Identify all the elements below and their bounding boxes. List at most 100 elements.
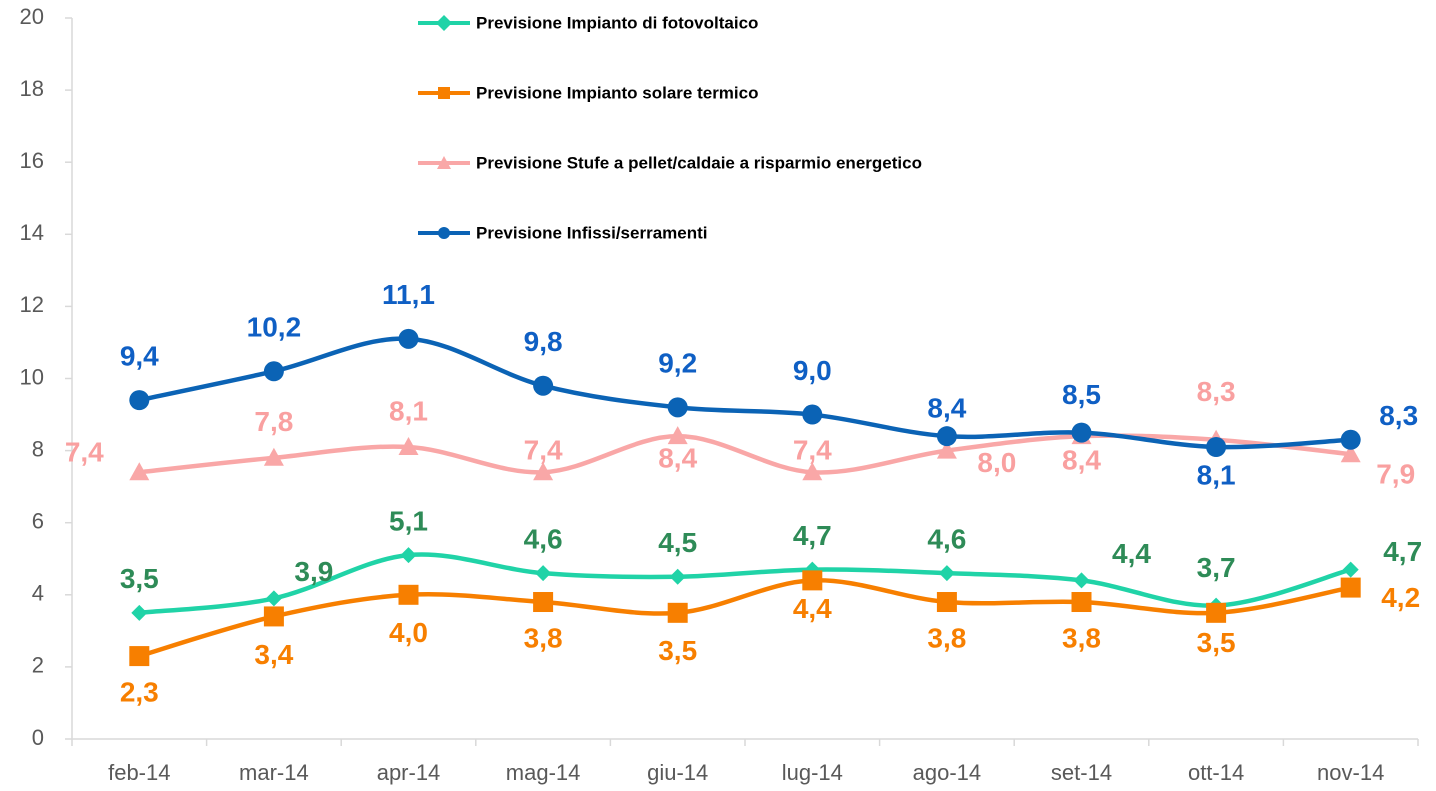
marker <box>131 604 148 621</box>
series <box>129 328 1361 457</box>
legend-marker <box>438 87 450 99</box>
x-tick-label: nov-14 <box>1317 760 1384 785</box>
y-tick-label: 0 <box>32 725 44 750</box>
data-label: 4,0 <box>389 617 428 648</box>
data-label: 4,5 <box>658 527 697 558</box>
data-label: 5,1 <box>389 506 428 537</box>
data-label: 8,5 <box>1062 379 1101 410</box>
marker <box>667 602 688 623</box>
data-label: 4,7 <box>793 520 832 551</box>
x-tick-label: apr-14 <box>377 760 441 785</box>
data-label: 4,6 <box>524 524 563 555</box>
marker <box>1340 444 1361 463</box>
y-tick-label: 8 <box>32 436 44 461</box>
data-label: 3,7 <box>1197 552 1236 583</box>
data-label: 4,6 <box>927 524 966 555</box>
marker <box>669 568 686 585</box>
data-label: 8,1 <box>389 395 428 426</box>
data-label: 4,2 <box>1381 582 1420 613</box>
marker <box>263 361 284 382</box>
marker <box>936 426 957 447</box>
data-label: 3,5 <box>658 635 697 666</box>
data-label: 10,2 <box>247 312 302 343</box>
x-tick-label: lug-14 <box>782 760 843 785</box>
data-label: 8,3 <box>1379 400 1418 431</box>
marker <box>1342 561 1359 578</box>
x-tick-label: mar-14 <box>239 760 309 785</box>
y-tick-label: 6 <box>32 509 44 534</box>
data-label: 8,4 <box>927 393 966 424</box>
marker <box>1340 429 1361 450</box>
marker <box>129 646 150 667</box>
marker <box>938 565 955 582</box>
data-label: 3,8 <box>524 622 563 653</box>
marker <box>936 440 957 459</box>
data-label: 8,1 <box>1197 459 1236 490</box>
x-tick-label: ott-14 <box>1188 760 1244 785</box>
data-label: 3,8 <box>927 622 966 653</box>
marker <box>398 584 419 605</box>
legend-marker <box>437 156 451 169</box>
data-label: 3,8 <box>1062 622 1101 653</box>
data-label: 4,7 <box>1383 536 1422 567</box>
legend-label: Previsione Impianto solare termico <box>476 83 758 102</box>
marker <box>533 375 554 396</box>
y-tick-label: 2 <box>32 653 44 678</box>
marker <box>667 426 688 445</box>
marker <box>265 590 282 607</box>
marker <box>263 447 284 466</box>
data-label: 8,3 <box>1197 376 1236 407</box>
marker <box>398 328 419 349</box>
series <box>129 426 1361 481</box>
y-tick-label: 12 <box>20 292 44 317</box>
marker <box>1206 602 1227 623</box>
marker <box>936 592 957 613</box>
series-line <box>138 336 1351 450</box>
data-label: 3,5 <box>1197 627 1236 658</box>
series <box>129 570 1361 667</box>
data-label: 3,4 <box>254 639 293 670</box>
marker <box>129 462 150 481</box>
series <box>131 547 1359 621</box>
series-line <box>139 433 1351 475</box>
marker <box>533 592 554 613</box>
data-label: 4,4 <box>1112 538 1151 569</box>
marker <box>129 390 150 411</box>
x-tick-label: feb-14 <box>108 760 170 785</box>
marker <box>667 397 688 418</box>
marker <box>535 565 552 582</box>
marker <box>802 462 823 481</box>
marker <box>1071 592 1092 613</box>
marker <box>398 436 419 455</box>
data-label: 4,4 <box>793 593 832 624</box>
data-label: 2,3 <box>120 676 159 707</box>
y-tick-label: 10 <box>20 364 44 389</box>
x-tick-label: set-14 <box>1051 760 1112 785</box>
marker <box>802 570 823 591</box>
y-tick-label: 16 <box>20 148 44 173</box>
marker <box>263 606 284 627</box>
marker <box>1073 572 1090 589</box>
marker <box>400 547 417 564</box>
legend-marker <box>438 227 450 239</box>
data-label: 9,4 <box>120 341 159 372</box>
legend-label: Previsione Impianto di fotovoltaico <box>476 13 758 32</box>
legend-label: Previsione Stufe a pellet/caldaie a risp… <box>476 153 922 172</box>
data-label: 7,4 <box>793 435 832 466</box>
data-label: 11,1 <box>382 279 435 310</box>
marker <box>533 462 554 481</box>
x-tick-label: giu-14 <box>647 760 708 785</box>
data-label: 9,2 <box>658 348 697 379</box>
series-line <box>139 552 1352 616</box>
data-label: 9,8 <box>524 326 563 357</box>
data-label: 8,4 <box>1062 445 1101 476</box>
legend-marker <box>436 15 452 31</box>
series-line <box>138 578 1352 659</box>
y-tick-label: 20 <box>20 4 44 29</box>
y-tick-label: 4 <box>32 581 44 606</box>
x-tick-label: ago-14 <box>913 760 982 785</box>
marker <box>1206 436 1227 457</box>
data-label: 9,0 <box>793 355 832 386</box>
data-label: 7,8 <box>254 406 293 437</box>
